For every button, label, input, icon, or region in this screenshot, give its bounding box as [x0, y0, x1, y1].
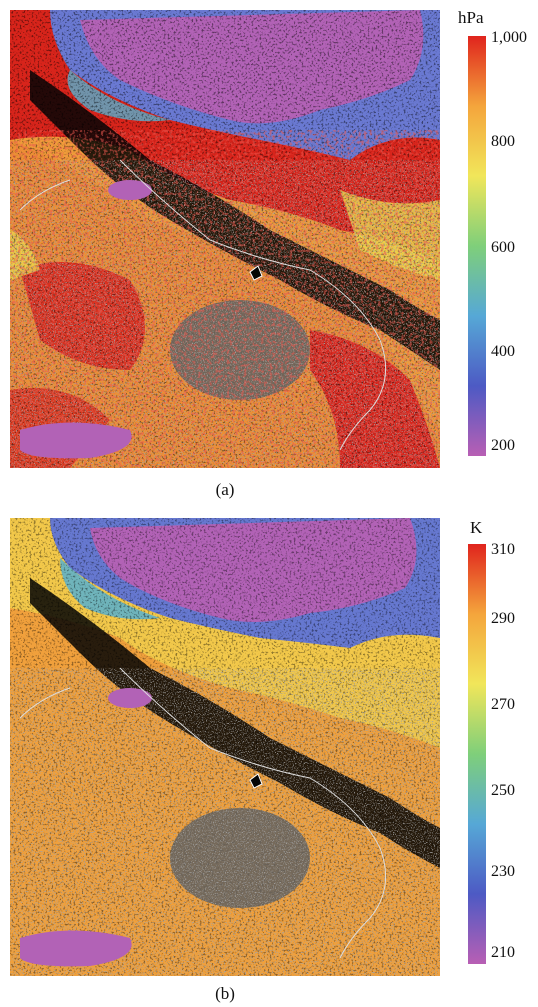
temperature-tick-label: 230	[491, 863, 515, 880]
panel-b-caption: (b)	[215, 984, 235, 1003]
temperature-unit-label: K	[470, 518, 483, 537]
temperature-tick-label: 210	[491, 944, 515, 961]
pressure-tick-label: 1,000	[491, 29, 527, 46]
pressure-unit-label: hPa	[458, 8, 484, 27]
temperature-tick-label: 250	[491, 782, 515, 799]
panel-a-caption: (a)	[215, 480, 235, 499]
cloud-top-pressure-map	[10, 10, 440, 468]
temperature-colorbar	[468, 544, 486, 964]
temperature-tick-label: 270	[491, 696, 515, 713]
pressure-tick-label: 800	[491, 133, 515, 150]
pressure-colorbar	[468, 36, 486, 456]
temperature-tick-label: 290	[491, 610, 515, 627]
pressure-tick-label: 400	[491, 343, 515, 360]
pressure-tick-label: 600	[491, 239, 515, 256]
pressure-tick-label: 200	[491, 437, 515, 454]
cloud-top-temperature-map	[10, 518, 440, 976]
temperature-tick-label: 310	[491, 541, 515, 558]
